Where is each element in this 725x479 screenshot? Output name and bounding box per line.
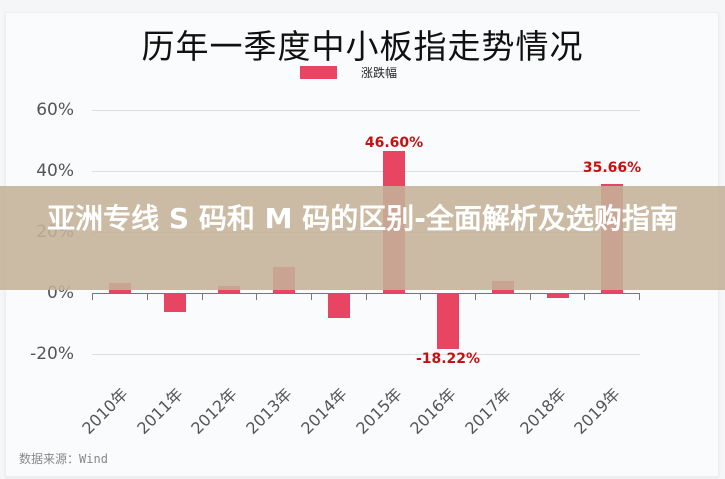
legend-swatch bbox=[300, 66, 337, 79]
gridline-40 bbox=[92, 171, 640, 172]
gridline-60 bbox=[92, 110, 640, 111]
bar-2014[interactable] bbox=[328, 293, 350, 318]
x-tick bbox=[92, 293, 93, 300]
data-label-2016: -18.22% bbox=[415, 351, 481, 367]
x-tick bbox=[584, 293, 585, 300]
x-tick bbox=[202, 293, 203, 300]
x-tick bbox=[147, 293, 148, 300]
overlay-banner: 亚洲专线 S 码和 M 码的区别-全面解析及选购指南 bbox=[0, 186, 725, 290]
source-prefix: 数据来源： bbox=[19, 452, 80, 466]
ytick-60: 60% bbox=[36, 100, 74, 120]
data-source: 数据来源：Wind bbox=[19, 450, 108, 467]
x-tick bbox=[256, 293, 257, 300]
x-tick bbox=[366, 293, 367, 300]
x-tick bbox=[420, 293, 421, 300]
ytick-40: 40% bbox=[36, 161, 74, 181]
x-tick bbox=[311, 293, 312, 300]
gridline-neg20 bbox=[92, 354, 640, 355]
legend-label: 涨跌幅 bbox=[361, 66, 398, 80]
ytick-neg20: -20% bbox=[30, 344, 74, 364]
bar-2018[interactable] bbox=[547, 293, 569, 298]
x-tick bbox=[530, 293, 531, 300]
source-name: Wind bbox=[79, 452, 108, 466]
bar-2016[interactable] bbox=[437, 293, 459, 349]
banner-headline[interactable]: 亚洲专线 S 码和 M 码的区别-全面解析及选购指南 bbox=[47, 202, 678, 235]
data-label-2015: 46.60% bbox=[364, 135, 424, 151]
legend[interactable]: 涨跌幅 bbox=[300, 64, 397, 81]
bar-2011[interactable] bbox=[164, 293, 186, 312]
data-label-2019: 35.66% bbox=[582, 160, 642, 176]
chart-title: 历年一季度中小板指走势情况 bbox=[141, 27, 584, 66]
x-tick bbox=[475, 293, 476, 300]
x-tick bbox=[639, 293, 640, 300]
